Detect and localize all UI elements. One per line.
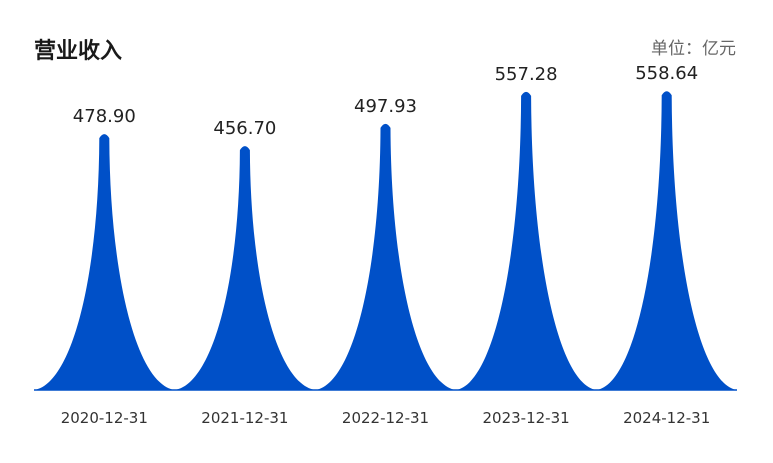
bar-2023-12-31[interactable] (455, 91, 597, 391)
x-tick-label: 2021-12-31 (201, 409, 288, 427)
chart-title: 营业收入 (34, 39, 123, 64)
chart-labels: 478.90 2020-12-31 456.70 2021-12-31 497.93 20… (61, 63, 711, 427)
bar-2024-12-31[interactable] (596, 91, 737, 390)
value-label: 557.28 (495, 64, 558, 85)
unit-label: 单位：亿元 (651, 39, 736, 59)
x-tick-label: 2022-12-31 (342, 409, 429, 427)
x-tick-label: 2023-12-31 (483, 409, 570, 427)
value-label: 558.64 (635, 63, 698, 84)
value-label: 497.93 (354, 96, 417, 117)
chart-marks (34, 91, 737, 391)
bar-2022-12-31[interactable] (315, 123, 456, 390)
bar-2021-12-31[interactable] (174, 146, 316, 390)
value-label: 478.90 (73, 106, 136, 127)
x-tick-label: 2024-12-31 (623, 409, 710, 427)
bar-2020-12-31[interactable] (34, 134, 175, 390)
value-label: 456.70 (213, 118, 276, 139)
x-tick-label: 2020-12-31 (61, 409, 148, 427)
